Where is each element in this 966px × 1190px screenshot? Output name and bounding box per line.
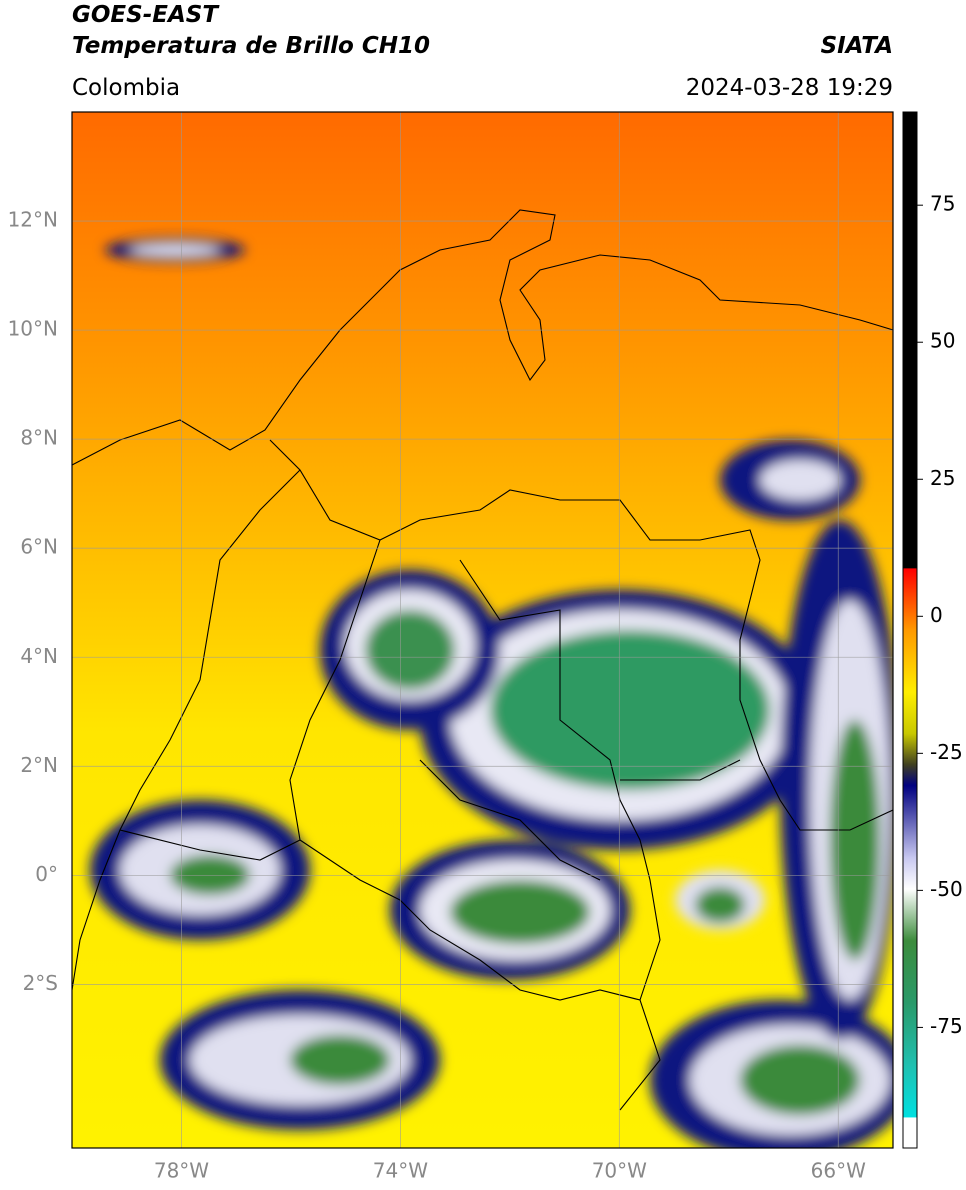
y-tick-label: 10°N <box>8 317 58 341</box>
y-tick-label: 0° <box>35 862 58 886</box>
datetime: 2024-03-28 19:29 <box>686 75 893 101</box>
colorbar-tick-label: -75 <box>930 1014 963 1038</box>
x-tick-label: 74°W <box>373 1159 428 1183</box>
colorbar-tick-label: 0 <box>930 603 943 627</box>
region: Colombia <box>72 75 180 101</box>
source: SIATA <box>821 33 893 59</box>
colorbar-tick-label: 25 <box>930 466 955 490</box>
x-tick-label: 66°W <box>811 1159 866 1183</box>
x-tick-label: 70°W <box>592 1159 647 1183</box>
x-tick-label: 78°W <box>154 1159 209 1183</box>
colorbar-tick-label: -25 <box>930 740 963 764</box>
map-frame <box>71 111 894 1149</box>
subtitle: Temperatura de Brillo CH10 <box>72 33 430 59</box>
colorbar <box>902 111 918 1149</box>
y-tick-label: 6°N <box>20 535 58 559</box>
colorbar-tick-label: 75 <box>930 192 955 216</box>
y-tick-label: 8°N <box>20 426 58 450</box>
y-tick-label: 12°N <box>8 208 58 232</box>
title: GOES-EAST <box>72 2 220 28</box>
map-image <box>72 112 893 1148</box>
y-tick-label: 4°N <box>20 644 58 668</box>
colorbar-tick-label: 50 <box>930 329 955 353</box>
y-tick-label: 2°S <box>23 971 58 995</box>
y-tick-label: 2°N <box>20 753 58 777</box>
colorbar-tick-label: -50 <box>930 877 963 901</box>
